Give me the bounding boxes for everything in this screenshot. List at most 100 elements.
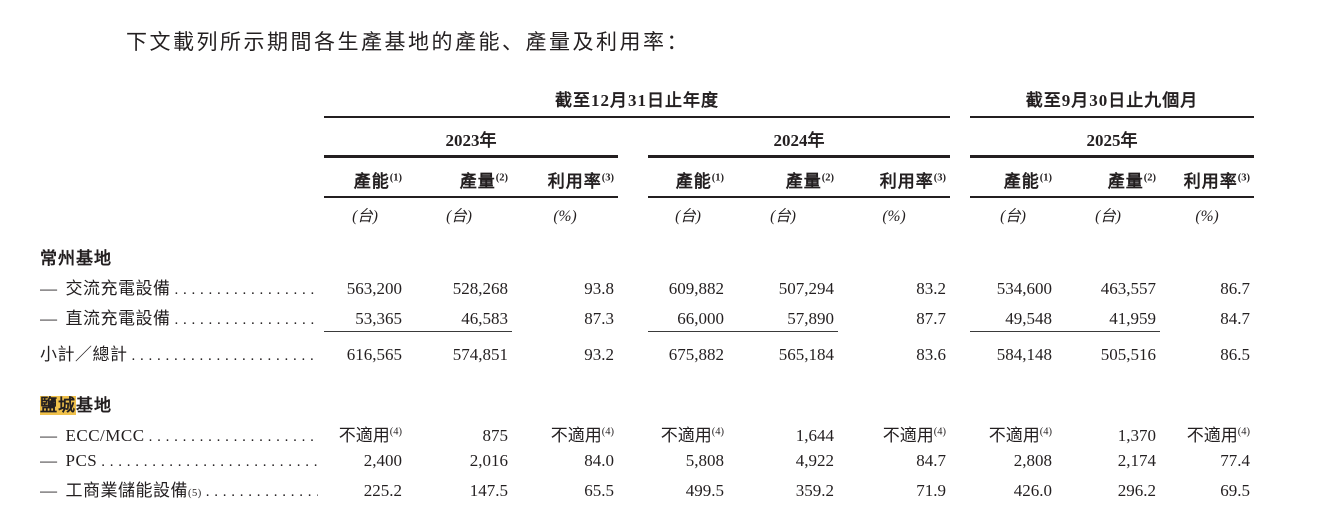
- value-cell: 463,557: [1100, 279, 1157, 298]
- table-row: — PCS 2,400 2,016 84.0 5,808 4,922 84.7 2,808 2,1…: [40, 448, 1254, 473]
- double-rule-2023: [324, 155, 618, 158]
- dash-prefix: —: [40, 481, 58, 500]
- spacer-row: [40, 367, 1254, 383]
- value-cell: 49,548: [970, 301, 1057, 332]
- row-label-name: ECC/MCC: [65, 426, 145, 445]
- na-text: 不適用: [1186, 426, 1238, 445]
- value-cell: 296.2: [1117, 481, 1157, 500]
- col-capacity-2025: 產能(1): [970, 158, 1057, 198]
- section-row: 鹽城基地: [40, 383, 1254, 418]
- table-row: — 交流充電設備 563,200 528,268 93.8 609,882 507,294 8…: [40, 271, 1254, 301]
- value-cell: 不適用(4): [648, 418, 728, 448]
- na-footnote: (4): [601, 426, 614, 438]
- value-cell: 87.3: [584, 309, 614, 328]
- unit-row: (台) (台) (%) (台) (台) (%) (台) (台) (%): [40, 197, 1254, 236]
- value-cell: 84.0: [584, 451, 614, 470]
- col-capacity-2024: 產能(1): [648, 158, 728, 198]
- value-cell: 84.7: [1220, 309, 1251, 328]
- double-rule-2024: [648, 155, 951, 158]
- row-label: — 直流充電設備: [40, 301, 324, 331]
- row-label-name: PCS: [65, 451, 98, 470]
- row-label: — PCS: [40, 448, 324, 473]
- na-text: 不適用: [550, 426, 602, 445]
- group-gap: [950, 197, 970, 236]
- period-group-ninemonth: 截至9月30日止九個月: [970, 86, 1255, 118]
- row-label: 小計／總計: [40, 331, 324, 367]
- value-cell: 77.4: [1220, 451, 1251, 470]
- na-footnote: (4): [389, 426, 402, 438]
- row-label-text: 小計／總計: [40, 340, 318, 365]
- value-cell: 53,365: [324, 301, 406, 332]
- unit-capacity-2025: (台): [1000, 208, 1026, 225]
- value-cell: 875: [482, 426, 509, 445]
- group-gap: [618, 197, 648, 236]
- column-header-row: 產能(1) 產量(2) 利用率(3) 產能(1) 產量(2) 利用率(3) 產能…: [40, 158, 1255, 198]
- year-2024: 2024年: [648, 118, 951, 158]
- na-footnote: (4): [1039, 426, 1053, 438]
- col-utilization-2024: 利用率(3): [838, 158, 951, 198]
- value-cell: 84.7: [916, 451, 947, 470]
- group-gap: [950, 271, 970, 301]
- value-cell: 616,565: [346, 345, 402, 364]
- section-label: 常州基地: [40, 249, 112, 268]
- value-cell: 507,294: [778, 279, 834, 298]
- period-group-annual: 截至12月31日止年度: [324, 86, 951, 118]
- value-cell: 528,268: [452, 279, 508, 298]
- na-text: 不適用: [338, 426, 390, 445]
- year-2025: 2025年: [970, 118, 1255, 158]
- value-cell: 86.5: [1220, 345, 1251, 364]
- group-gap: [950, 118, 970, 158]
- row-label-text: — ECC/MCC: [40, 426, 318, 446]
- corner-blank: [40, 158, 324, 197]
- dot-leader: [132, 345, 319, 365]
- value-cell: 不適用(4): [324, 418, 406, 448]
- double-rule-2025: [970, 155, 1255, 158]
- capacity-table: 截至12月31日止年度 截至9月30日止九個月 2023年 2024年 20: [40, 86, 1255, 503]
- value-cell: 5,808: [685, 451, 724, 470]
- value-cell: 225.2: [363, 481, 402, 500]
- dash-prefix: —: [40, 426, 58, 445]
- na-footnote: (4): [1237, 426, 1251, 438]
- value-cell: 1,370: [1117, 426, 1157, 445]
- unit-output-2023: (台): [446, 208, 472, 225]
- group-gap: [618, 418, 648, 448]
- value-cell: 41,959: [1056, 301, 1161, 332]
- row-label-text: — 交流充電設備: [40, 274, 318, 299]
- table-row: —工商業儲能設備(5)225.2147.565.5499.5359.271.94…: [40, 473, 1254, 503]
- corner-blank: [40, 197, 324, 236]
- row-label: — 工商業儲能設備 (5): [40, 473, 324, 503]
- row-label-name: 交流充電設備: [65, 279, 171, 298]
- unit-output-2024: (台): [770, 208, 796, 225]
- row-label-name: 工商業儲能設備: [65, 481, 188, 500]
- value-cell: 65.5: [584, 481, 614, 500]
- value-cell: 505,516: [1100, 345, 1157, 364]
- value-cell: 57,890: [728, 301, 838, 332]
- value-cell: 83.6: [916, 345, 947, 364]
- col-output-2024: 產量(2): [728, 158, 838, 198]
- highlighted-text: 鹽城: [40, 396, 76, 415]
- value-cell: 不適用(4): [512, 418, 618, 448]
- col-utilization-2023: 利用率(3): [512, 158, 618, 198]
- group-gap: [618, 473, 648, 503]
- value-cell: 不適用(4): [838, 418, 950, 448]
- row-label-text: — PCS: [40, 451, 318, 471]
- na-footnote: (4): [711, 426, 724, 438]
- value-cell: 1,644: [795, 426, 834, 445]
- na-text: 不適用: [882, 426, 934, 445]
- year-2023: 2023年: [324, 118, 618, 158]
- value-cell: 69.5: [1220, 481, 1251, 500]
- row-label-name: 直流充電設備: [65, 309, 171, 328]
- group-gap: [618, 158, 648, 197]
- group-gap: [950, 473, 970, 503]
- table-body: 常州基地 — 交流充電設備 563,200 528,268 93.8 609,882 507,…: [40, 236, 1254, 503]
- group-gap: [950, 158, 970, 197]
- unit-capacity-2024: (台): [675, 208, 701, 225]
- group-gap: [950, 331, 970, 367]
- value-cell: 83.2: [916, 279, 947, 298]
- page-title: 下文載列所示期間各生產基地的產能、產量及利用率：: [126, 30, 690, 54]
- group-gap: [618, 301, 648, 331]
- col-utilization-2025: 利用率(3): [1160, 158, 1255, 198]
- period-header-row: 截至12月31日止年度 截至9月30日止九個月: [40, 86, 1255, 118]
- group-gap: [950, 418, 970, 448]
- value-cell: 534,600: [996, 279, 1053, 298]
